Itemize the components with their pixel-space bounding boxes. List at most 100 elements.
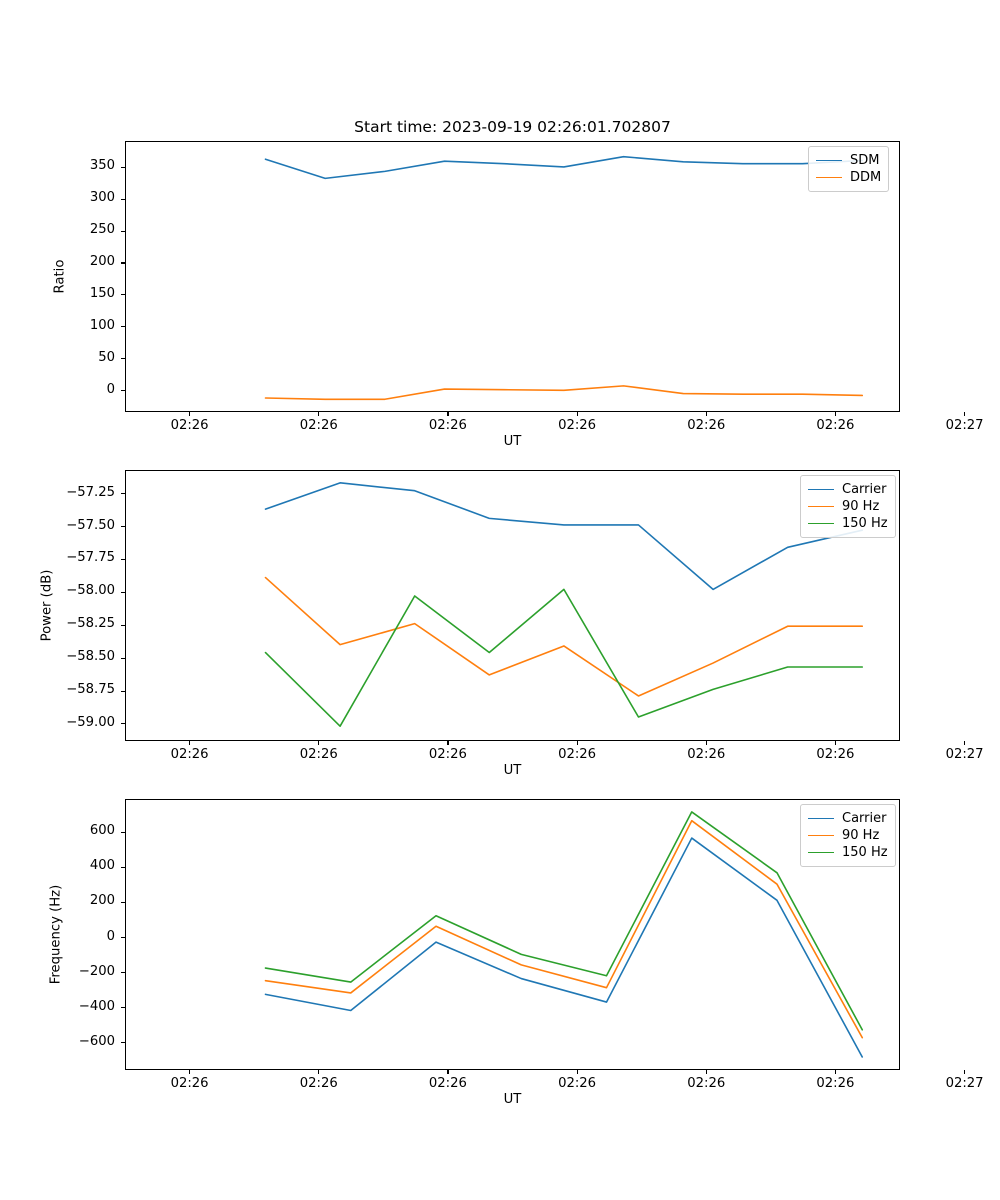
y-tick-mark xyxy=(121,390,125,392)
axes-power xyxy=(125,470,900,741)
y-tick-mark xyxy=(121,294,125,296)
legend-entry[interactable]: 150 Hz xyxy=(808,515,888,532)
y-tick-mark xyxy=(121,526,125,528)
y-tick-label: 0 xyxy=(106,928,115,944)
x-tick-mark xyxy=(576,741,578,745)
legend-label: SDM xyxy=(850,153,880,168)
y-tick-mark xyxy=(121,198,125,200)
x-tick-label: 02:26 xyxy=(558,747,597,762)
x-tick-label: 02:27 xyxy=(945,747,984,762)
y-tick-mark xyxy=(121,1007,125,1009)
x-tick-mark xyxy=(189,741,191,745)
data-line-carrier xyxy=(264,837,864,1058)
x-tick-mark xyxy=(705,741,707,745)
x-tick-label: 02:26 xyxy=(558,418,597,433)
x-axis-label-ratio: UT xyxy=(503,434,522,449)
legend-color-swatch xyxy=(808,818,834,819)
y-tick-label: 400 xyxy=(89,858,115,874)
x-tick-mark xyxy=(576,1070,578,1074)
x-tick-mark xyxy=(834,1070,836,1074)
plot-area-ratio xyxy=(264,155,864,401)
y-tick-mark xyxy=(121,937,125,939)
data-line-ddm xyxy=(264,385,864,401)
y-tick-label: −57.25 xyxy=(66,484,115,500)
y-tick-label: −400 xyxy=(78,998,115,1014)
legend-entry[interactable]: 150 Hz xyxy=(808,844,888,861)
y-tick-mark xyxy=(121,866,125,868)
y-tick-label: −58.50 xyxy=(66,649,115,665)
y-tick-label: −58.75 xyxy=(66,682,115,697)
y-axis-label-frequency: Frequency (Hz) xyxy=(48,884,64,985)
y-tick-label: 0 xyxy=(106,381,115,397)
y-axis-label-power: Power (dB) xyxy=(39,569,55,642)
x-tick-label: 02:26 xyxy=(299,418,338,433)
legend-power[interactable]: Carrier 90 Hz 150 Hz xyxy=(800,475,896,538)
x-tick-mark xyxy=(964,412,966,416)
x-tick-label: 02:26 xyxy=(687,747,726,762)
y-tick-mark xyxy=(121,657,125,659)
legend-ratio[interactable]: SDM DDM xyxy=(808,146,890,192)
y-tick-mark xyxy=(121,901,125,904)
y-tick-mark xyxy=(121,1042,125,1044)
legend-frequency[interactable]: Carrier 90 Hz 150 Hz xyxy=(800,804,896,867)
legend-entry[interactable]: DDM xyxy=(816,169,881,186)
legend-label: DDM xyxy=(850,170,882,185)
x-tick-label: 02:26 xyxy=(816,1076,855,1091)
data-line-90-hz xyxy=(264,819,864,1039)
y-tick-mark xyxy=(121,326,125,328)
y-tick-label: −200 xyxy=(78,963,115,979)
data-line-150-hz xyxy=(264,811,864,1031)
x-tick-label: 02:26 xyxy=(816,418,855,433)
x-axis-label-frequency: UT xyxy=(503,1092,522,1107)
x-tick-label: 02:26 xyxy=(428,747,467,762)
y-tick-mark xyxy=(121,972,125,974)
x-tick-mark xyxy=(447,1070,449,1074)
x-tick-mark xyxy=(964,1070,966,1074)
x-axis-label-power: UT xyxy=(503,763,522,778)
legend-entry[interactable]: 90 Hz xyxy=(808,827,888,844)
x-tick-mark xyxy=(189,412,191,416)
data-line-sdm xyxy=(264,155,864,180)
legend-color-swatch xyxy=(808,835,834,836)
y-tick-label: 50 xyxy=(98,349,115,365)
y-tick-mark xyxy=(121,558,125,561)
x-tick-mark xyxy=(318,412,320,416)
x-tick-mark xyxy=(834,741,836,745)
y-tick-mark xyxy=(121,493,125,495)
x-tick-mark xyxy=(447,741,449,745)
x-tick-mark xyxy=(964,741,966,745)
y-tick-label: 100 xyxy=(89,317,115,333)
legend-label: 90 Hz xyxy=(842,828,880,843)
legend-color-swatch xyxy=(816,177,842,178)
y-tick-label: −59.00 xyxy=(66,714,115,730)
figure-title: Start time: 2023-09-19 02:26:01.702807 xyxy=(354,118,671,136)
x-tick-label: 02:27 xyxy=(945,1076,984,1091)
legend-entry[interactable]: SDM xyxy=(816,152,881,169)
y-tick-label: 350 xyxy=(89,158,115,174)
y-tick-label: −58.25 xyxy=(66,616,115,632)
data-line-carrier xyxy=(264,482,864,591)
y-tick-mark xyxy=(121,166,125,168)
legend-entry[interactable]: 90 Hz xyxy=(808,498,888,515)
legend-color-swatch xyxy=(808,489,834,490)
x-tick-label: 02:26 xyxy=(170,1076,209,1091)
data-line-90-hz xyxy=(264,576,864,697)
legend-entry[interactable]: Carrier xyxy=(808,810,888,827)
legend-label: 150 Hz xyxy=(842,845,888,860)
x-tick-mark xyxy=(447,412,449,416)
legend-entry[interactable]: Carrier xyxy=(808,481,888,498)
y-tick-label: 250 xyxy=(89,222,115,237)
x-tick-label: 02:27 xyxy=(945,418,984,433)
y-tick-mark xyxy=(121,230,125,232)
y-tick-label: 600 xyxy=(89,823,115,839)
legend-label: Carrier xyxy=(842,482,887,497)
x-tick-mark xyxy=(705,412,707,416)
y-tick-label: 200 xyxy=(89,893,115,909)
data-line-150-hz xyxy=(264,588,864,728)
x-tick-label: 02:26 xyxy=(428,418,467,433)
x-tick-label: 02:26 xyxy=(816,747,855,762)
x-tick-mark xyxy=(318,741,320,745)
legend-color-swatch xyxy=(816,160,842,161)
x-tick-mark xyxy=(318,1070,320,1074)
